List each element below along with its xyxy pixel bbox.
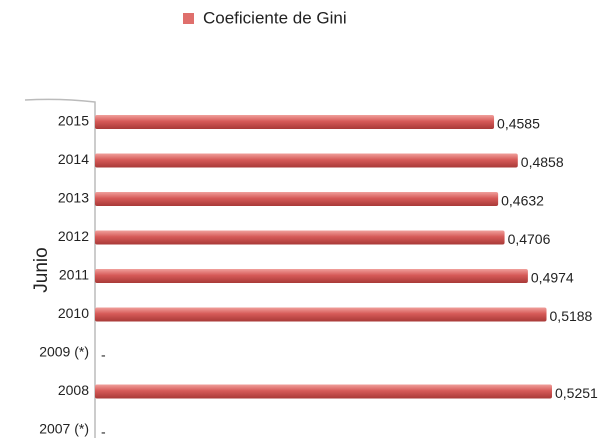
bar xyxy=(95,115,495,129)
bar xyxy=(95,230,505,245)
bar xyxy=(95,192,499,206)
bar xyxy=(95,307,547,322)
y-tick-label: 2007 (*) xyxy=(39,421,89,437)
axis-line xyxy=(24,98,96,438)
y-tick-label: 2010 xyxy=(58,305,89,321)
y-tick-label: 2012 xyxy=(58,228,89,244)
y-tick-label: 2011 xyxy=(59,267,89,283)
bar xyxy=(95,269,528,283)
value-label: 0,4706 xyxy=(508,231,551,247)
value-label: 0,5251 xyxy=(555,385,598,401)
legend-label: Coeficiente de Gini xyxy=(203,8,347,27)
bar xyxy=(95,384,552,399)
y-tick-label: 2008 xyxy=(58,382,89,398)
bar xyxy=(95,153,518,168)
value-label: 0,5188 xyxy=(550,308,593,324)
value-label: - xyxy=(101,347,106,363)
value-label: 0,4585 xyxy=(497,116,540,132)
y-tick-label: 2015 xyxy=(58,113,89,129)
value-label: 0,4632 xyxy=(501,193,544,209)
y-axis-label: Junio xyxy=(31,247,52,292)
legend-swatch xyxy=(183,13,194,24)
y-tick-label: 2013 xyxy=(58,190,89,206)
value-label: - xyxy=(101,424,106,438)
value-label: 0,4858 xyxy=(521,154,564,170)
y-tick-label: 2014 xyxy=(58,151,89,167)
value-label: 0,4974 xyxy=(531,270,574,286)
y-tick-label: 2009 (*) xyxy=(39,344,89,360)
